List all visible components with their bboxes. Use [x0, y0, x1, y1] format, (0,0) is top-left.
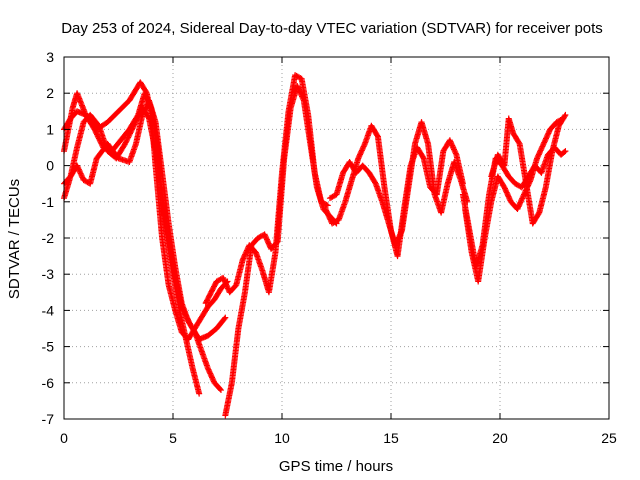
data-point: [324, 202, 331, 209]
x-tick-label: 20: [492, 430, 508, 446]
y-tick-label: 0: [46, 158, 54, 174]
y-tick-label: 2: [46, 85, 54, 101]
y-tick-label: -1: [42, 194, 55, 210]
series-sat-track-d: [61, 104, 229, 343]
y-tick-label: -5: [42, 339, 55, 355]
data-point: [217, 386, 224, 393]
data-point: [196, 390, 203, 397]
x-tick-label: 10: [274, 430, 290, 446]
x-tick-label: 15: [383, 430, 399, 446]
y-tick-label: -6: [42, 375, 55, 391]
x-axis-title: GPS time / hours: [279, 458, 393, 475]
data-point: [145, 114, 152, 121]
data-marks: [61, 72, 569, 419]
y-tick-label: -3: [42, 266, 55, 282]
y-tick-label: 1: [46, 121, 54, 137]
series-sat-track-c: [61, 97, 224, 394]
y-tick-label: -7: [42, 411, 55, 427]
data-point: [217, 387, 224, 394]
series-sat-track-f: [222, 82, 340, 419]
data-point: [222, 314, 229, 321]
grid-lines: [64, 57, 609, 419]
data-point: [221, 315, 228, 322]
y-axis-title: SDTVAR / TECUs: [6, 179, 23, 299]
chart-title: Day 253 of 2024, Sidereal Day-to-day VTE…: [61, 20, 603, 37]
x-tick-label: 0: [60, 430, 68, 446]
y-tick-label: -4: [42, 302, 55, 318]
y-tick-label: 3: [46, 49, 54, 65]
series-sat-track-e: [202, 72, 331, 307]
x-tick-label: 5: [169, 430, 177, 446]
y-tick-label: -2: [42, 230, 55, 246]
x-tick-label: 25: [601, 430, 617, 446]
axis-ticks: 0 5 10 15 20 25 -7 -6 -5 -4 -3 -2 -1 0 1 2 3: [42, 49, 617, 446]
